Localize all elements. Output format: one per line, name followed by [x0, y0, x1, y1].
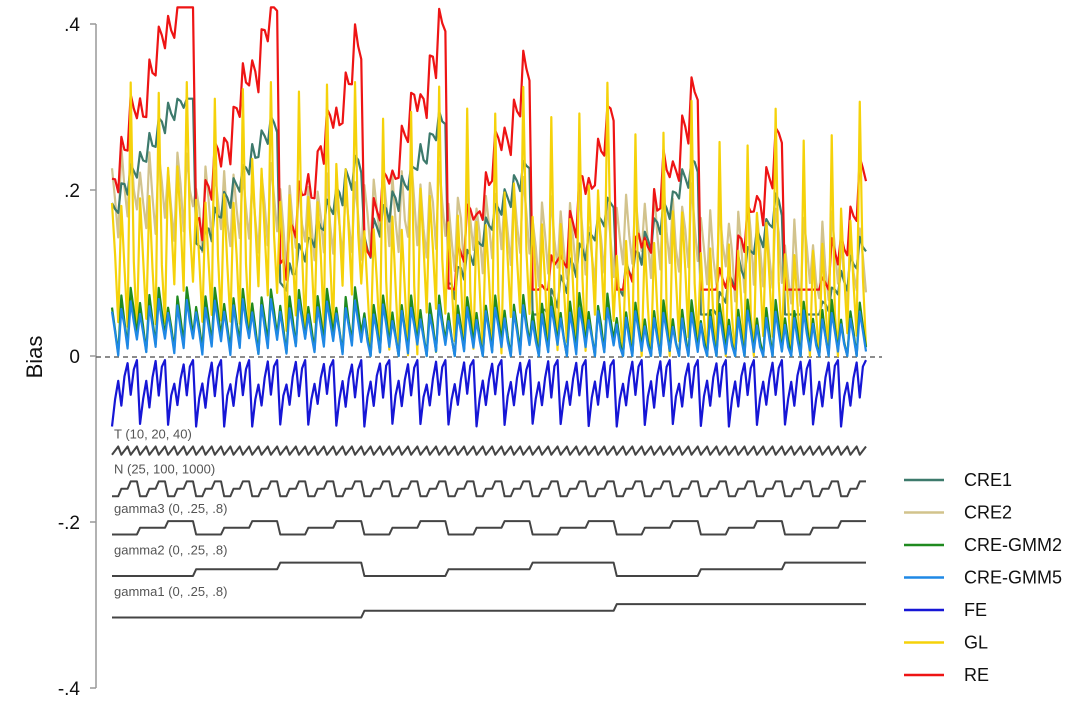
design-label: gamma2 (0, .25, .8): [114, 543, 227, 558]
design-factor-lines: T (10, 20, 40) N (25, 100, 1000) gamma3 (0…: [111, 426, 867, 619]
series-lines: [110, 6, 868, 428]
design-line-g1: [112, 603, 866, 619]
design-label: gamma3 (0, .25, .8): [114, 501, 227, 516]
legend-label: CRE-GMM2: [964, 535, 1062, 555]
y-tick-label: -.2: [58, 513, 80, 534]
y-tick-label: 0: [69, 347, 80, 368]
design-label: T (10, 20, 40): [114, 426, 192, 441]
legend-label: RE: [964, 665, 989, 685]
y-tick-label: .4: [64, 15, 80, 36]
y-axis-title: Bias: [22, 336, 47, 379]
legend-label: FE: [964, 600, 987, 620]
legend-label: CRE1: [964, 470, 1012, 490]
design-label: gamma1 (0, .25, .8): [114, 584, 227, 599]
design-line-g3: [112, 520, 866, 536]
legend-label: CRE2: [964, 503, 1012, 523]
legend-label: CRE-GMM5: [964, 568, 1062, 588]
y-tick-label: -.4: [58, 679, 81, 700]
design-label: N (25, 100, 1000): [114, 461, 215, 476]
series-line-cre-gmm5: [110, 297, 868, 358]
design-line-t: [111, 445, 867, 456]
y-tick-label: .2: [64, 181, 80, 202]
series-line-gl: [110, 81, 868, 358]
legend: CRE1 CRE2 CRE-GMM2 CRE-GMM5 FE GL RE: [904, 470, 1062, 685]
design-line-n: [112, 480, 866, 498]
series-line-cre1: [111, 97, 867, 316]
y-ticks: .4 .2 0 -.2 -.4: [58, 15, 96, 700]
legend-label: GL: [964, 633, 988, 653]
design-line-g2: [112, 561, 866, 577]
series-line-fe: [110, 359, 867, 428]
series-line-re: [111, 6, 868, 291]
